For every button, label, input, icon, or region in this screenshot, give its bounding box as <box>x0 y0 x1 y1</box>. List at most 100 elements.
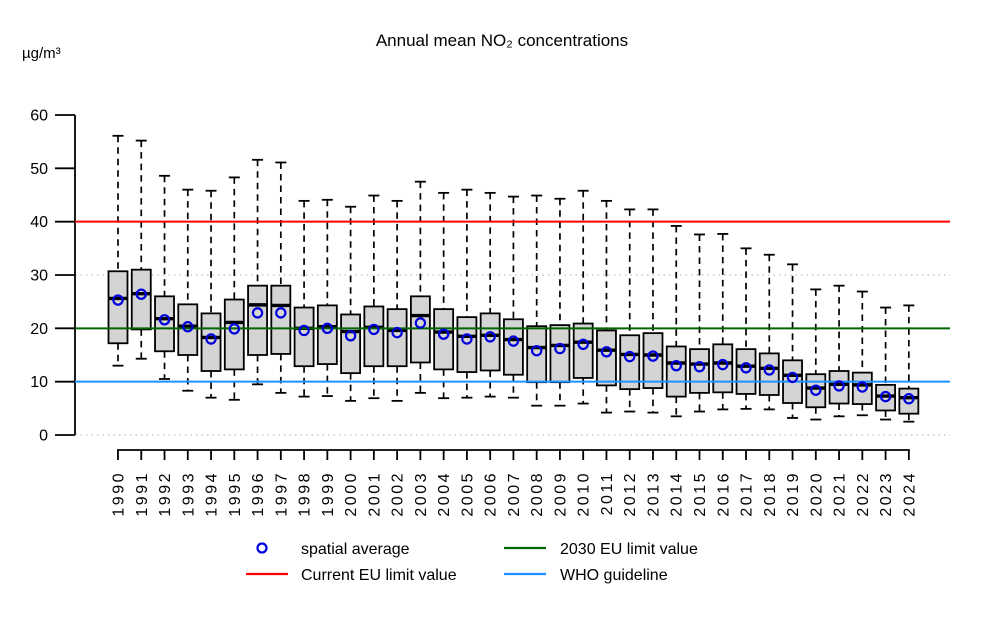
x-axis-tick-label-2001: 2001 <box>366 471 383 517</box>
x-axis-tick-label-1993: 1993 <box>180 471 197 517</box>
boxplot-1998 <box>293 199 315 398</box>
spatial-average-marker-2007 <box>507 335 520 347</box>
x-axis-tick-label-1997: 1997 <box>273 471 290 517</box>
x-axis-tick-label-1998: 1998 <box>297 471 314 517</box>
spatial-average-marker-2010 <box>577 338 589 351</box>
spatial-average-marker-2002 <box>391 326 403 339</box>
iqr-box <box>316 304 338 365</box>
iqr-box <box>340 313 362 375</box>
y-axis-tick-label: 10 <box>30 374 48 391</box>
x-axis-tick-label-2002: 2002 <box>390 471 407 517</box>
x-axis-tick-label-2007: 2007 <box>506 471 523 517</box>
spatial-average-marker-2006 <box>484 331 496 343</box>
boxplot-2014 <box>665 225 687 418</box>
spatial-average-marker-1996 <box>251 307 264 319</box>
spatial-average-marker-2008 <box>530 345 543 357</box>
boxplot-1993 <box>177 188 199 392</box>
spatial-average-marker-2023 <box>879 390 892 403</box>
spatial-average-marker-1999 <box>321 322 334 335</box>
boxplot-2022 <box>851 290 873 417</box>
y-axis-tick-label: 60 <box>30 108 48 125</box>
x-axis-tick-label-2004: 2004 <box>436 471 453 517</box>
x-axis-tick-label-2000: 2000 <box>343 471 360 517</box>
boxplot-2024 <box>898 304 920 423</box>
spatial-average-marker-1994 <box>205 333 217 345</box>
iqr-box <box>270 284 292 355</box>
boxplot-2008 <box>526 194 548 407</box>
boxplot-2021 <box>828 284 850 418</box>
y-axis-tick-label: 20 <box>30 321 48 338</box>
x-axis-tick-label-2011: 2011 <box>599 471 616 515</box>
boxplot-1997 <box>270 161 292 394</box>
boxplot-2018 <box>758 253 780 411</box>
legend-label-2030-eu-limit: 2030 EU limit value <box>560 541 698 558</box>
spatial-average-marker-2003 <box>414 317 427 329</box>
boxplot-1992 <box>154 174 175 380</box>
spatial-average-marker-2013 <box>647 350 659 362</box>
x-axis-tick-label-2006: 2006 <box>483 471 500 517</box>
x-axis-tick-label-2012: 2012 <box>622 471 639 517</box>
spatial-average-marker-1998 <box>298 324 310 337</box>
iqr-box <box>107 270 129 345</box>
legend-label-spatial-average: spatial average <box>301 541 410 558</box>
x-axis-tick-label-2014: 2014 <box>669 471 686 517</box>
boxplot-2006 <box>479 191 501 398</box>
x-axis-tick-label-2023: 2023 <box>878 471 895 517</box>
x-axis-tick-label-2021: 2021 <box>832 471 849 517</box>
x-axis-tick-label-1996: 1996 <box>250 471 267 517</box>
boxplot-2009 <box>549 197 571 407</box>
spatial-average-marker-1991 <box>135 288 147 300</box>
iqr-box <box>363 305 385 368</box>
spatial-average-marker-2004 <box>437 328 450 340</box>
boxplot-1995 <box>223 176 245 401</box>
iqr-box <box>409 295 431 364</box>
spatial-average-marker-2015 <box>693 361 706 373</box>
spatial-average-marker-2022 <box>856 381 869 393</box>
iqr-box <box>828 370 850 405</box>
boxplot-2007 <box>503 195 524 399</box>
x-axis-tick-label-2005: 2005 <box>459 471 476 517</box>
iqr-box <box>503 318 524 376</box>
spatial-average-marker-2020 <box>810 384 822 396</box>
spatial-average-marker-2017 <box>740 362 752 374</box>
boxplot-2001 <box>363 194 385 400</box>
spatial-average-marker-2000 <box>344 330 357 342</box>
spatial-average-marker-2011 <box>600 346 613 358</box>
boxplot-2016 <box>712 233 734 411</box>
iqr-box <box>898 387 920 415</box>
x-axis-tick-label-1994: 1994 <box>204 471 221 517</box>
x-axis-tick-label-2018: 2018 <box>762 471 779 517</box>
plot-area: 0 10 20 30 40 50 60 1990 1991 1992 1993 1994 1995 199… <box>30 108 950 517</box>
spatial-average-marker-2005 <box>461 333 473 345</box>
boxplot-2020 <box>805 288 827 421</box>
x-axis-tick-label-2016: 2016 <box>715 471 732 517</box>
x-axis-tick-label-1999: 1999 <box>320 471 337 517</box>
spatial-average-marker-1995 <box>228 323 240 335</box>
iqr-box <box>177 303 199 356</box>
boxplot-1996 <box>247 158 268 386</box>
boxplot-2023 <box>875 306 896 421</box>
boxplot-2019 <box>782 263 803 419</box>
y-axis-tick-label: 50 <box>30 161 48 178</box>
iqr-box <box>665 345 687 398</box>
boxplot-2010 <box>572 189 594 405</box>
spatial-average-marker-2009 <box>554 342 566 355</box>
y-axis-tick-label: 30 <box>30 268 48 285</box>
x-axis-tick-label-2008: 2008 <box>529 471 546 517</box>
y-axis-unit-label: µg/m³ <box>22 45 61 62</box>
spatial-average-marker-2016 <box>717 358 729 371</box>
spatial-average-marker-2018 <box>763 364 775 376</box>
iqr-box <box>851 371 873 405</box>
spatial-average-marker-2019 <box>786 371 799 384</box>
boxplot-2002 <box>386 199 408 402</box>
x-axis-tick-label-1990: 1990 <box>111 471 128 517</box>
y-axis-tick-label: 0 <box>39 428 48 445</box>
iqr-box <box>596 329 617 387</box>
boxplot-2011 <box>596 199 617 414</box>
spatial-average-marker-2021 <box>833 380 845 392</box>
boxplot-1999 <box>316 198 338 397</box>
boxplot-2000 <box>340 205 362 402</box>
legend-label-current-eu-limit: Current EU limit value <box>301 567 457 584</box>
